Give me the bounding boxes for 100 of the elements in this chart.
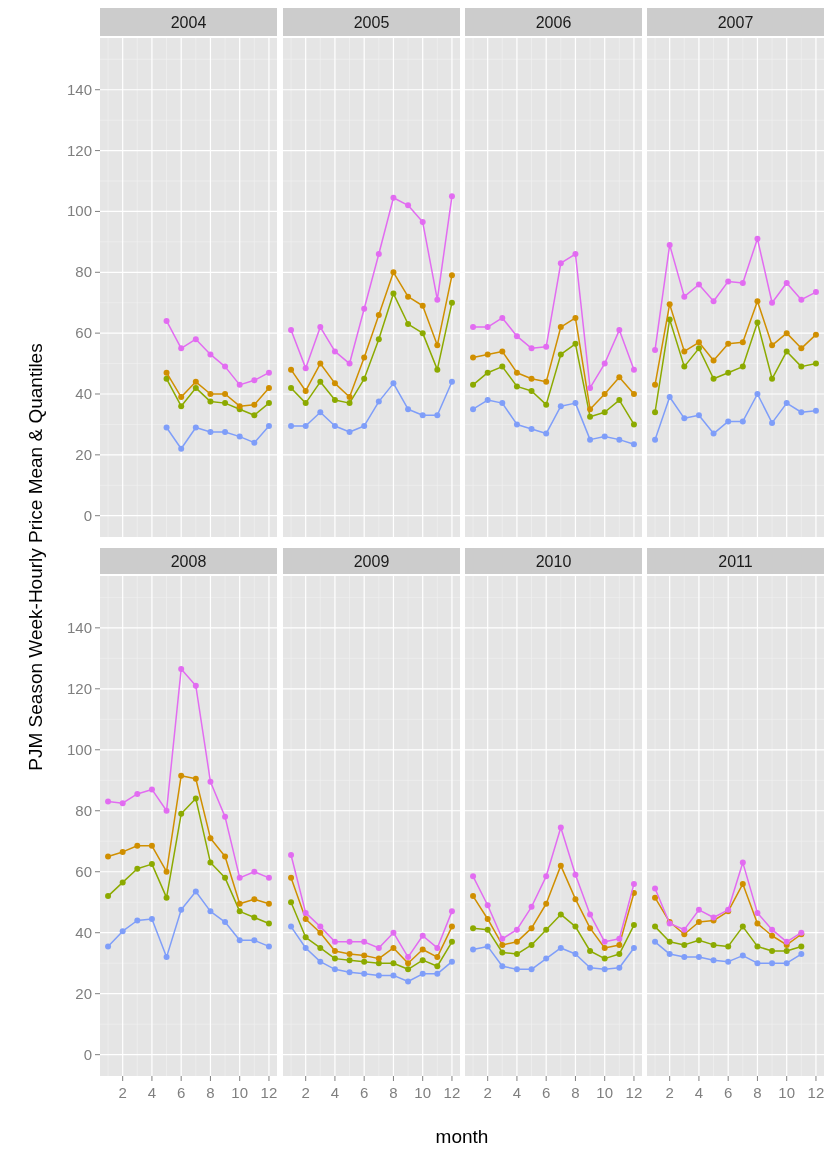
point xyxy=(754,390,761,397)
point xyxy=(346,429,353,436)
point xyxy=(288,422,295,429)
y-tick-label: 20 xyxy=(75,445,92,463)
x-tick-label: 2 xyxy=(665,1084,674,1101)
point xyxy=(178,445,185,452)
point xyxy=(601,938,608,945)
point xyxy=(448,958,455,965)
point xyxy=(331,955,338,962)
point xyxy=(288,874,295,881)
point xyxy=(681,293,688,300)
point xyxy=(105,943,112,950)
point xyxy=(543,378,550,385)
point xyxy=(361,958,368,965)
chart-title: 2009 xyxy=(353,553,390,570)
point xyxy=(666,241,673,248)
point xyxy=(754,920,761,927)
point xyxy=(769,932,776,939)
point xyxy=(163,894,170,901)
y-axis-title: PJM Season Week-Hourly Price Mean & Quantiles xyxy=(25,343,46,771)
point xyxy=(528,903,535,910)
point xyxy=(572,314,579,321)
point xyxy=(528,425,535,432)
point xyxy=(434,944,441,951)
point xyxy=(725,958,732,965)
point xyxy=(513,333,520,340)
point xyxy=(207,908,214,915)
point xyxy=(587,384,594,391)
point xyxy=(405,978,412,985)
point xyxy=(317,958,324,965)
point xyxy=(302,365,309,372)
point xyxy=(695,906,702,913)
point xyxy=(178,403,185,410)
point xyxy=(207,398,214,405)
point xyxy=(134,865,141,872)
point xyxy=(119,879,126,886)
point xyxy=(105,893,112,900)
point xyxy=(288,923,295,930)
point xyxy=(375,944,382,951)
y-tick-label: 140 xyxy=(66,618,92,636)
point xyxy=(163,375,170,382)
point xyxy=(251,401,258,408)
x-axis-title: month xyxy=(435,1126,489,1147)
point xyxy=(499,935,506,942)
point xyxy=(448,272,455,279)
point xyxy=(419,970,426,977)
point xyxy=(528,345,535,352)
point xyxy=(528,375,535,382)
point xyxy=(222,813,229,820)
point xyxy=(630,390,637,397)
point xyxy=(513,966,520,973)
point xyxy=(695,281,702,288)
x-tick-label: 4 xyxy=(147,1084,157,1101)
point xyxy=(346,969,353,976)
point xyxy=(163,369,170,376)
point xyxy=(798,951,805,958)
point xyxy=(499,400,506,407)
chart-title: 2005 xyxy=(353,14,390,31)
point xyxy=(236,908,243,915)
point xyxy=(695,954,702,961)
point xyxy=(405,406,412,413)
point xyxy=(331,380,338,387)
point xyxy=(666,394,673,401)
point xyxy=(302,400,309,407)
point xyxy=(587,413,594,420)
point xyxy=(695,919,702,926)
x-tick-label: 2 xyxy=(118,1084,127,1101)
point xyxy=(434,412,441,419)
point xyxy=(587,406,594,413)
y-tick-label: 80 xyxy=(75,801,92,819)
point xyxy=(148,786,155,793)
point xyxy=(361,952,368,959)
point xyxy=(557,324,564,331)
point xyxy=(572,251,579,258)
point xyxy=(681,941,688,948)
point xyxy=(390,972,397,979)
point xyxy=(375,972,382,979)
point xyxy=(652,409,659,416)
point xyxy=(681,363,688,370)
point xyxy=(265,943,272,950)
point xyxy=(499,963,506,970)
x-tick-label: 8 xyxy=(571,1084,580,1101)
point xyxy=(434,366,441,373)
point xyxy=(557,824,564,831)
point xyxy=(572,896,579,903)
point xyxy=(251,937,258,944)
point xyxy=(265,422,272,429)
point xyxy=(769,926,776,933)
point xyxy=(361,422,368,429)
chart-title: 2008 xyxy=(170,553,207,570)
point xyxy=(390,269,397,276)
x-tick-label: 12 xyxy=(625,1084,643,1101)
point xyxy=(513,369,520,376)
x-tick-label: 12 xyxy=(807,1084,825,1101)
point xyxy=(616,964,623,971)
point xyxy=(390,944,397,951)
point xyxy=(419,946,426,953)
point xyxy=(317,929,324,936)
point xyxy=(448,908,455,915)
x-tick-label: 2 xyxy=(301,1084,310,1101)
